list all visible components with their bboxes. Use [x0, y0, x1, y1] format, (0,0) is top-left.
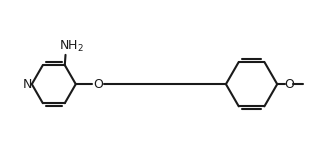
- Text: N: N: [23, 78, 32, 91]
- Text: O: O: [284, 78, 294, 91]
- Text: NH$_2$: NH$_2$: [59, 39, 84, 54]
- Text: O: O: [93, 78, 103, 91]
